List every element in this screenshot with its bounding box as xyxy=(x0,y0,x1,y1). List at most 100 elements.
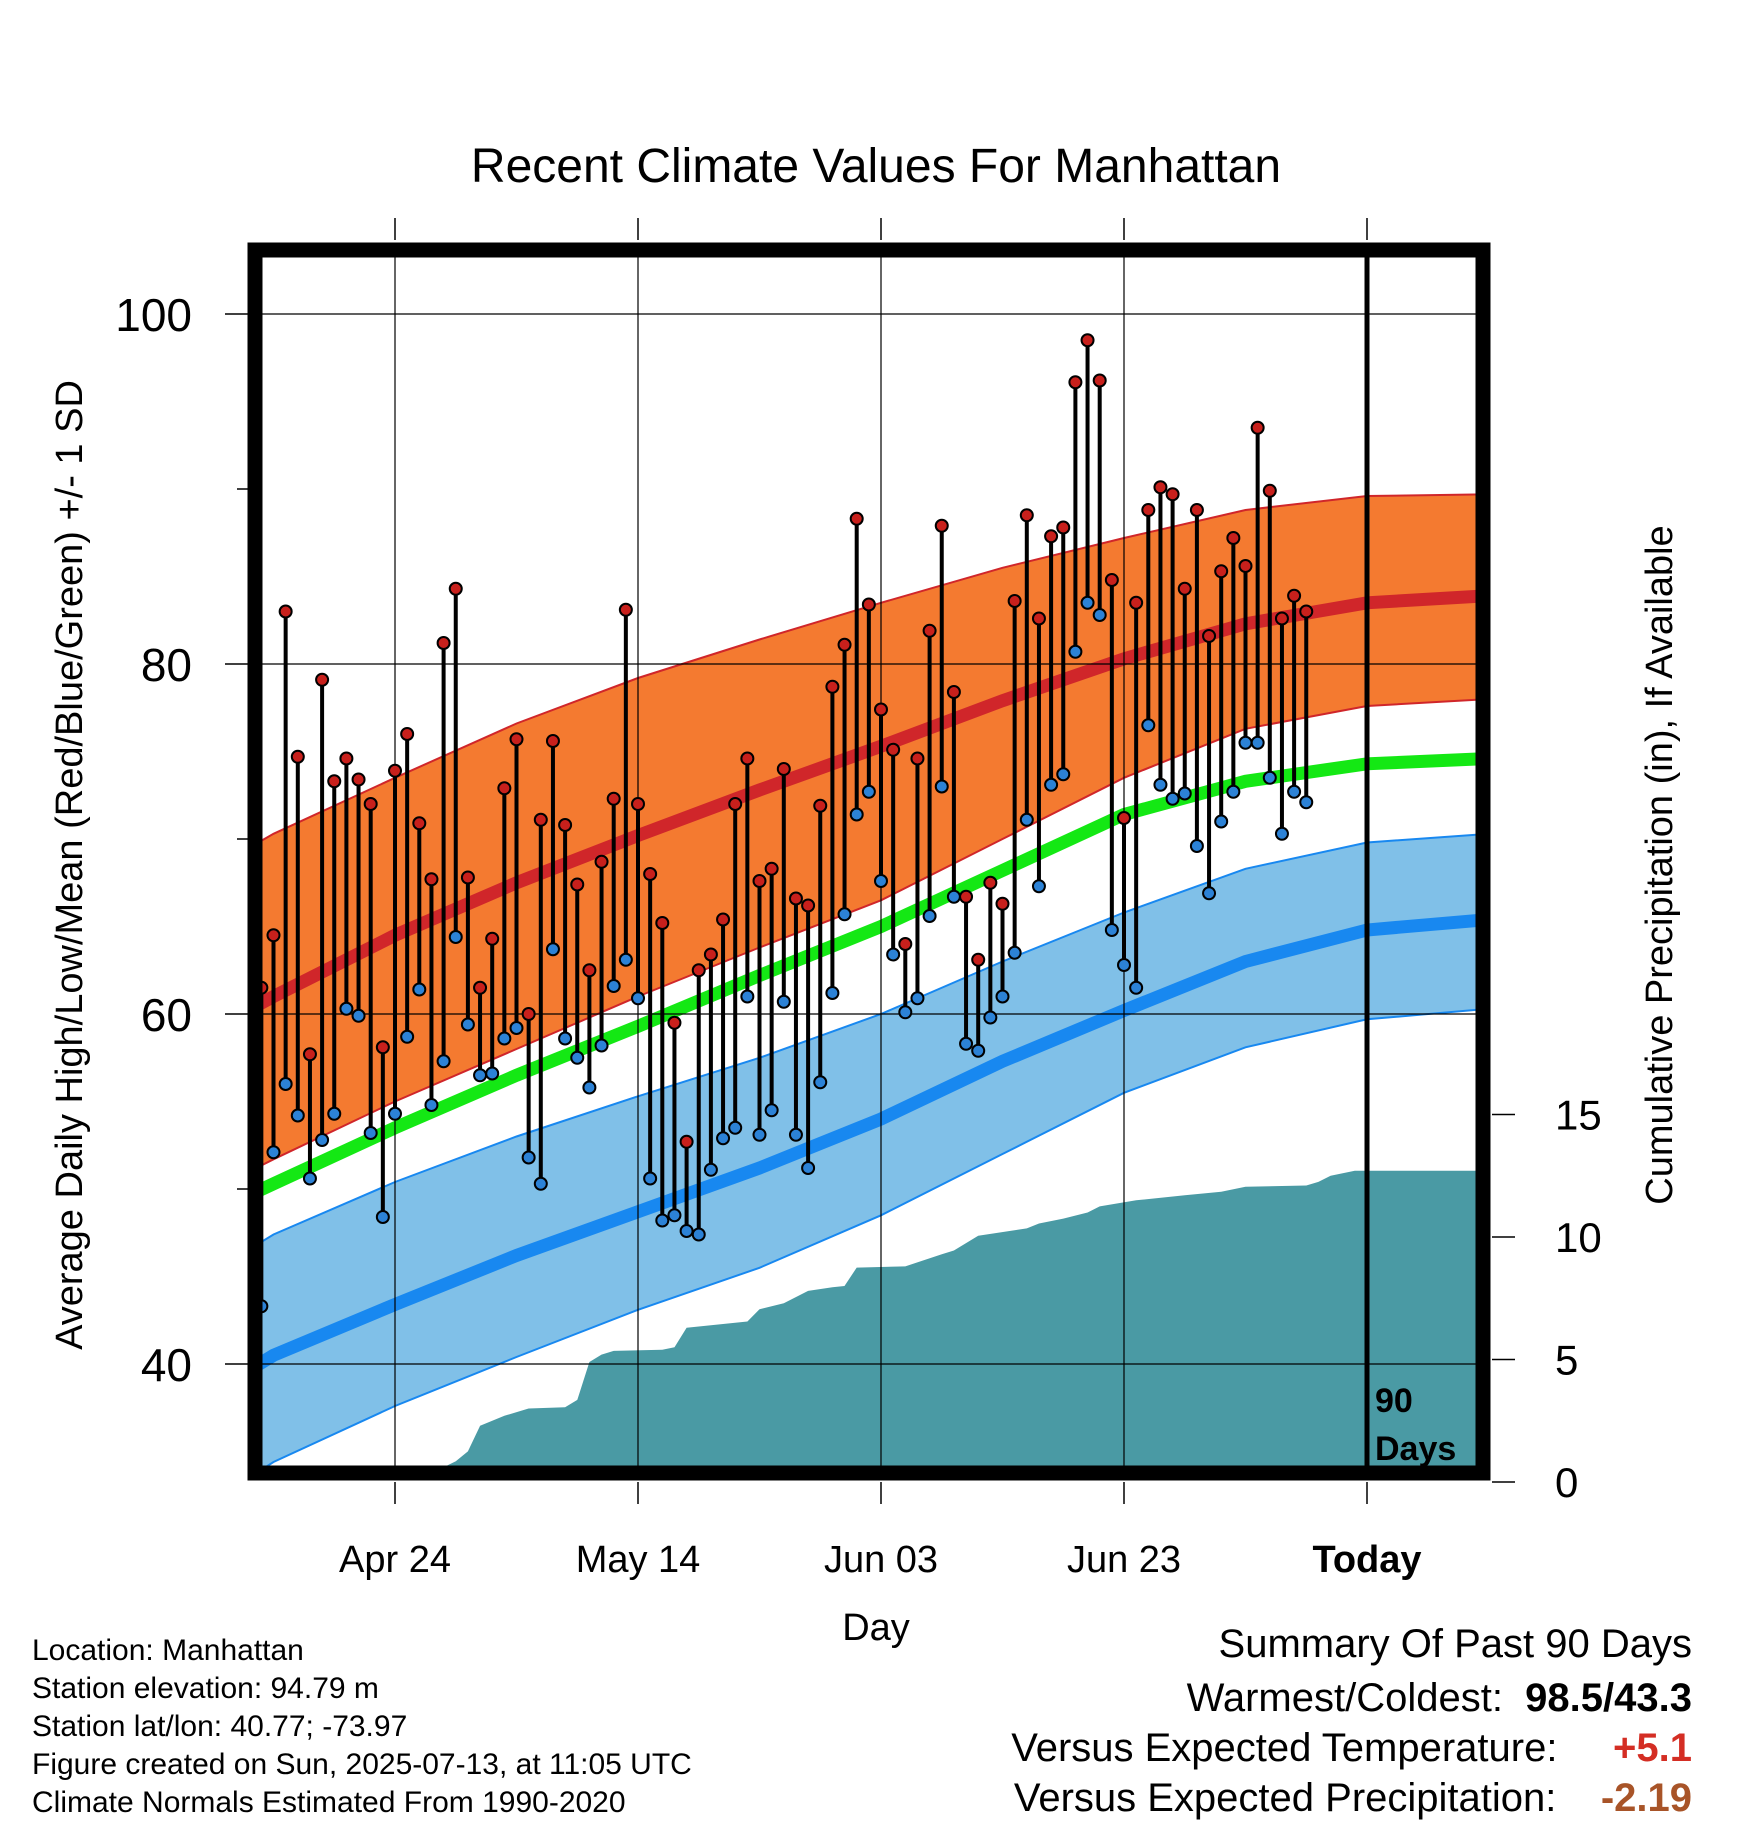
elevation-line: Station elevation: 94.79 m xyxy=(32,1672,379,1705)
temp-value: +5.1 xyxy=(1613,1726,1692,1770)
observed-low-point xyxy=(315,1133,330,1147)
warm-cold-label: Warmest/Coldest: xyxy=(1186,1676,1503,1720)
observed-low-point xyxy=(594,1038,609,1053)
observed-low-point xyxy=(606,979,621,993)
observed-high-point xyxy=(631,797,645,811)
observed-low-point xyxy=(1226,784,1241,799)
observed-high-point xyxy=(1117,811,1131,825)
observed-low-point xyxy=(533,1176,548,1191)
observed-high-point xyxy=(1031,611,1046,626)
observed-high-point xyxy=(1080,333,1095,348)
observed-high-point xyxy=(290,749,305,764)
observed-low-point xyxy=(898,1005,913,1020)
observed-low-point xyxy=(1080,595,1095,610)
observed-high-point xyxy=(424,872,439,887)
observed-high-point xyxy=(886,742,901,757)
observed-low-point xyxy=(266,1145,281,1160)
observed-high-point xyxy=(363,797,378,811)
observed-low-point xyxy=(1299,795,1314,810)
observed-high-point xyxy=(861,597,876,612)
observed-high-point xyxy=(448,581,463,596)
observed-high-point xyxy=(934,518,949,533)
y2-tick-label: 15 xyxy=(1555,1092,1602,1139)
observed-high-point xyxy=(1226,531,1241,545)
observed-low-point xyxy=(545,942,560,957)
observed-low-point xyxy=(740,989,755,1004)
observed-low-point xyxy=(959,1036,974,1051)
observed-low-point xyxy=(424,1098,439,1112)
y2-tick-label: 5 xyxy=(1555,1337,1578,1384)
observed-low-point xyxy=(1031,879,1046,894)
x-tick-label: Jun 23 xyxy=(1067,1539,1181,1581)
observed-high-point xyxy=(1189,503,1204,517)
observed-low-point xyxy=(497,1031,512,1046)
observed-low-point xyxy=(290,1108,305,1123)
observed-high-point xyxy=(582,963,597,978)
plot-frame xyxy=(247,242,1491,1481)
observed-high-point xyxy=(509,732,524,747)
y-axis-label: Average Daily High/Low/Mean (Red/Blue/Gr… xyxy=(49,380,91,1350)
observed-low-point xyxy=(764,1103,779,1118)
observed-high-point xyxy=(1044,529,1059,544)
observed-low-point xyxy=(278,1077,293,1091)
observed-high-point xyxy=(740,751,755,766)
y2-tick-label: 10 xyxy=(1555,1214,1602,1261)
observed-high-point xyxy=(460,870,475,885)
observed-low-point xyxy=(1202,886,1217,901)
observed-low-point xyxy=(473,1068,488,1083)
observed-high-point xyxy=(412,816,427,831)
observed-low-point xyxy=(363,1126,378,1140)
observed-high-point xyxy=(327,774,342,789)
observed-high-point xyxy=(1262,483,1277,498)
observed-low-point xyxy=(643,1171,658,1186)
observed-low-point xyxy=(231,1208,243,1220)
observed-high-point xyxy=(485,931,500,946)
observed-high-point xyxy=(1129,595,1144,610)
observed-low-point xyxy=(1044,777,1059,792)
observed-low-point xyxy=(813,1075,828,1090)
observed-low-point xyxy=(801,1161,816,1175)
observed-low-point xyxy=(400,1029,415,1044)
observed-high-point xyxy=(1299,604,1314,619)
observed-low-point xyxy=(716,1131,731,1146)
observed-low-point xyxy=(1019,812,1034,827)
x-tick-label: Today xyxy=(1312,1539,1421,1581)
today-marker-label-line2: Days xyxy=(1375,1430,1456,1468)
observed-low-point xyxy=(1141,718,1156,733)
observed-low-point xyxy=(375,1210,390,1224)
high-sd-band xyxy=(255,494,1483,1169)
y-tick-label: 100 xyxy=(115,289,192,341)
y-tick-label: 80 xyxy=(141,639,192,691)
observed-low-point xyxy=(861,784,876,799)
observed-low-point xyxy=(728,1120,743,1135)
observed-low-point xyxy=(302,1171,317,1186)
observed-high-point xyxy=(219,935,231,947)
observed-low-point xyxy=(886,947,901,962)
observed-high-point xyxy=(801,898,816,913)
observed-high-point xyxy=(388,763,402,778)
observed-low-point xyxy=(667,1208,682,1223)
observed-low-point xyxy=(412,982,427,997)
observed-high-point xyxy=(594,854,609,869)
observed-high-point xyxy=(679,1134,694,1149)
observed-high-point xyxy=(946,685,961,699)
observed-low-point xyxy=(1274,826,1289,841)
observed-high-point xyxy=(570,877,585,892)
observed-low-point xyxy=(509,1021,524,1035)
observed-high-point xyxy=(351,772,366,787)
observed-low-point xyxy=(691,1227,706,1242)
observed-high-point xyxy=(315,672,330,687)
precip-area xyxy=(366,1170,1483,1473)
observed-low-point xyxy=(558,1031,573,1046)
observed-low-point xyxy=(776,994,791,1009)
observed-low-point xyxy=(825,986,840,1000)
observed-high-point xyxy=(1141,503,1156,517)
observed-low-point xyxy=(1177,786,1192,801)
observed-high-point xyxy=(618,602,633,617)
x-tick-label: Apr 24 xyxy=(339,1539,451,1581)
precip-label: Versus Expected Precipitation: xyxy=(1013,1776,1557,1820)
observed-low-point xyxy=(339,1001,354,1016)
observed-high-point xyxy=(1214,564,1229,579)
observed-low-point xyxy=(679,1224,694,1238)
observed-high-point xyxy=(278,604,293,619)
